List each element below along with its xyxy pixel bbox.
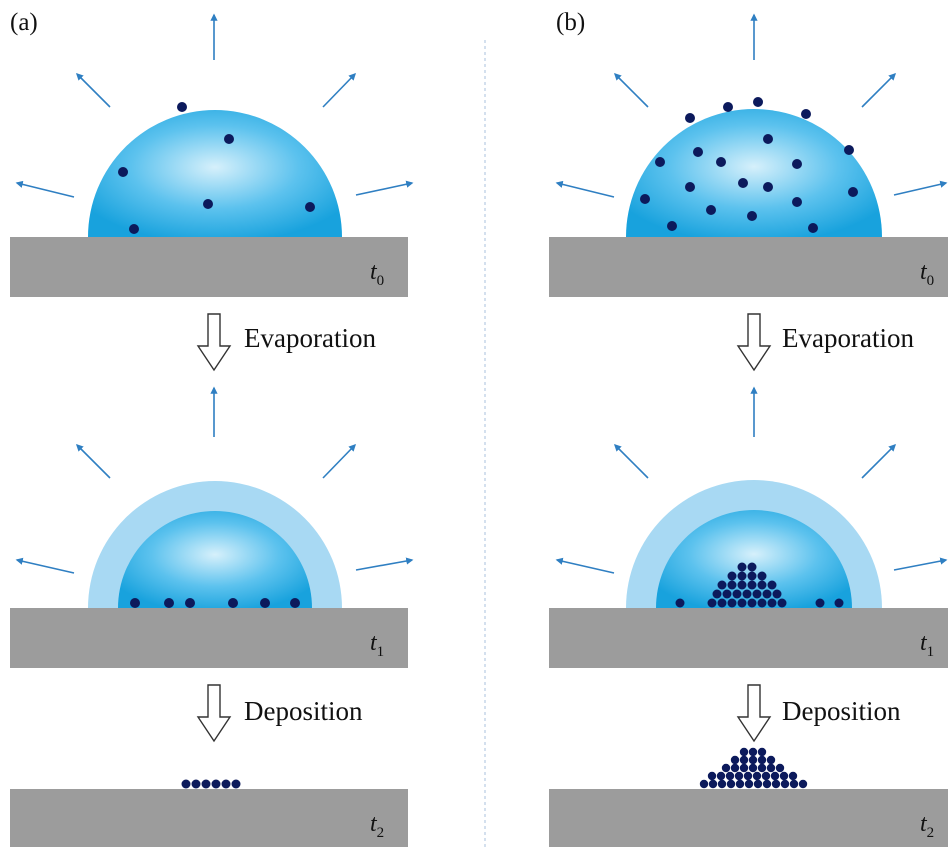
time-label-t2: t2 <box>920 811 934 841</box>
step-evaporation: Evaporation <box>736 313 914 372</box>
panel-b-label: (b) <box>556 9 585 36</box>
evaporation-arrows <box>15 13 414 198</box>
evaporation-arrow-icon <box>75 72 111 108</box>
evaporation-arrows <box>555 13 948 198</box>
step-label: Deposition <box>782 696 901 726</box>
down-arrow-icon <box>196 313 232 372</box>
panel-a-stage-t2: t2 <box>10 779 408 847</box>
droplet <box>88 110 342 237</box>
evaporation-arrow-icon <box>613 72 649 108</box>
deposit <box>181 779 241 789</box>
evaporation-arrow-icon <box>893 557 948 571</box>
evaporation-arrow-icon <box>75 443 111 479</box>
droplet <box>626 109 882 237</box>
panel-b-stage-t2: t2 <box>549 747 948 847</box>
panel-a-stage-t0: t0 <box>10 13 414 297</box>
step-deposition: Deposition <box>736 684 901 743</box>
time-label-t0: t0 <box>920 259 934 289</box>
panel-a-stage-t1: t1 <box>10 386 414 668</box>
step-label: Evaporation <box>244 323 376 353</box>
time-label-t2: t2 <box>370 811 384 841</box>
evaporation-arrow-icon <box>15 557 75 574</box>
panel-b: (b) <box>549 9 948 847</box>
evaporation-arrow-icon <box>861 443 897 479</box>
step-label: Deposition <box>244 696 363 726</box>
evaporation-arrow-icon <box>613 443 649 479</box>
step-deposition: Deposition <box>196 684 363 743</box>
evaporation-arrow-icon <box>861 72 897 108</box>
substrate <box>10 789 408 847</box>
down-arrow-icon <box>736 684 772 743</box>
deposit <box>699 747 808 789</box>
substrate <box>549 237 948 297</box>
evaporation-arrow-icon <box>893 180 948 196</box>
droplet <box>118 511 312 608</box>
down-arrow-icon <box>196 684 232 743</box>
particles <box>130 598 300 608</box>
particles <box>675 562 844 608</box>
panel-b-stage-t1: t1 <box>549 386 948 668</box>
substrate <box>549 789 948 847</box>
panel-a-label: (a) <box>10 9 38 36</box>
down-arrow-icon <box>736 313 772 372</box>
evaporation-arrow-icon <box>355 180 414 196</box>
evaporation-arrow-icon <box>555 557 615 574</box>
time-label-t1: t1 <box>920 630 934 660</box>
evaporation-arrows <box>15 386 414 574</box>
step-evaporation: Evaporation <box>196 313 376 372</box>
substrate <box>10 237 408 297</box>
particles <box>118 102 315 234</box>
substrate <box>549 608 948 668</box>
evaporation-arrow-icon <box>555 180 615 198</box>
evaporation-arrow-icon <box>322 72 357 108</box>
substrate <box>10 608 408 668</box>
panel-a: (a) t0 <box>10 9 414 847</box>
time-label-t1: t1 <box>370 630 384 660</box>
evaporation-arrows <box>555 386 948 574</box>
panel-b-stage-t0: t0 <box>549 13 948 297</box>
time-label-t0: t0 <box>370 259 384 289</box>
step-label: Evaporation <box>782 323 914 353</box>
evaporation-arrow-icon <box>15 180 75 198</box>
droplet <box>656 510 852 608</box>
particles <box>640 97 858 233</box>
evaporation-arrow-icon <box>355 557 414 571</box>
evaporation-arrow-icon <box>322 443 357 479</box>
